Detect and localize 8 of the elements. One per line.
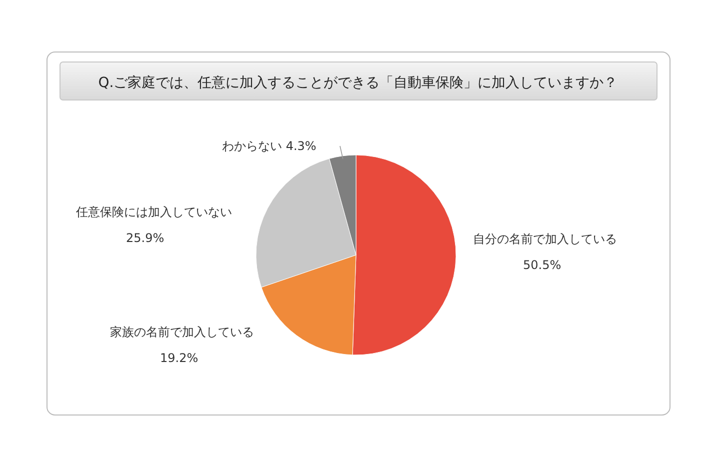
data-label: 19.2% <box>160 351 198 365</box>
slice-label: わからない 4.3% <box>222 139 316 153</box>
data-label: 25.9% <box>126 231 164 245</box>
data-label: 50.5% <box>523 258 562 272</box>
slice-label: 自分の名前で加入している <box>473 232 617 246</box>
slice-label: 家族の名前で加入している <box>110 325 254 339</box>
chart-title: Q.ご家庭では、任意に加入することができる「自動車保険」に加入していますか？ <box>98 75 618 91</box>
slice-label: 任意保険には加入していない <box>75 205 232 219</box>
